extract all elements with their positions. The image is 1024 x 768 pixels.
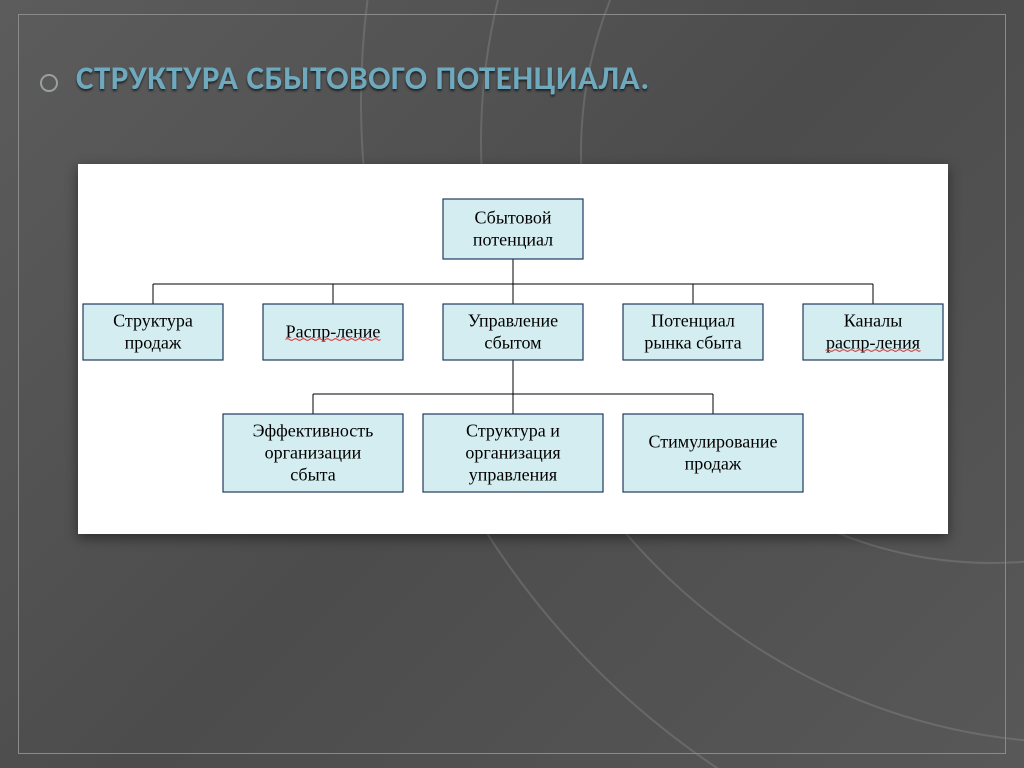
node-label: Структура и xyxy=(466,421,560,441)
title-bullet-icon xyxy=(40,74,58,92)
node-label: Стимулирование xyxy=(649,432,778,452)
org-chart: СбытовойпотенциалСтруктурапродажРаспр-ле… xyxy=(78,164,948,534)
node-label: Управление xyxy=(468,311,558,331)
diagram-card: СбытовойпотенциалСтруктурапродажРаспр-ле… xyxy=(78,164,948,534)
node-label: сбыта xyxy=(290,465,336,485)
node-l2a: Эффективностьорганизациисбыта xyxy=(223,414,403,492)
node-l1a: Структурапродаж xyxy=(83,304,223,360)
node-l2b: Структура иорганизацияуправления xyxy=(423,414,603,492)
node-label: продаж xyxy=(685,454,742,474)
node-l1e: Каналыраспр-ления xyxy=(803,304,943,360)
node-label: Эффективность xyxy=(253,421,374,441)
node-label: организации xyxy=(265,443,362,463)
node-l1b: Распр-ление xyxy=(263,304,403,360)
node-label: продаж xyxy=(125,333,182,353)
node-label: Сбытовой xyxy=(474,208,551,228)
slide: СТРУКТУРА СБЫТОВОГО ПОТЕНЦИАЛА. Сбытовой… xyxy=(0,0,1024,768)
node-l2c: Стимулированиепродаж xyxy=(623,414,803,492)
node-root: Сбытовойпотенциал xyxy=(443,199,583,259)
node-label: рынка сбыта xyxy=(644,333,741,353)
node-label: потенциал xyxy=(473,230,553,250)
node-label: управления xyxy=(469,465,557,485)
node-label: Структура xyxy=(113,311,193,331)
node-l1c: Управлениесбытом xyxy=(443,304,583,360)
node-l1d: Потенциалрынка сбыта xyxy=(623,304,763,360)
node-label: Каналы xyxy=(844,311,903,331)
node-label: сбытом xyxy=(484,333,541,353)
node-label: Потенциал xyxy=(651,311,735,331)
slide-title: СТРУКТУРА СБЫТОВОГО ПОТЕНЦИАЛА. xyxy=(76,58,650,98)
node-label: распр-ления xyxy=(826,333,920,353)
node-label: организация xyxy=(465,443,560,463)
